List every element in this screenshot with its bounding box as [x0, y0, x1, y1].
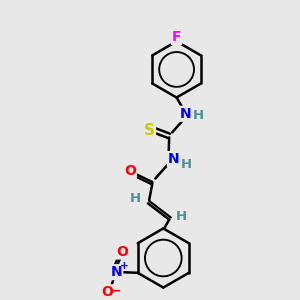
Text: O: O [116, 244, 128, 259]
Text: O: O [101, 285, 113, 299]
Text: F: F [172, 30, 181, 44]
Text: H: H [192, 109, 203, 122]
Text: N: N [168, 152, 179, 166]
Text: −: − [110, 284, 121, 297]
Text: O: O [124, 164, 136, 178]
Text: N: N [180, 107, 191, 121]
Text: H: H [181, 158, 192, 171]
Text: H: H [176, 209, 187, 223]
Text: N: N [111, 265, 122, 279]
Text: S: S [144, 122, 155, 137]
Text: +: + [119, 261, 128, 271]
Text: H: H [130, 191, 141, 205]
